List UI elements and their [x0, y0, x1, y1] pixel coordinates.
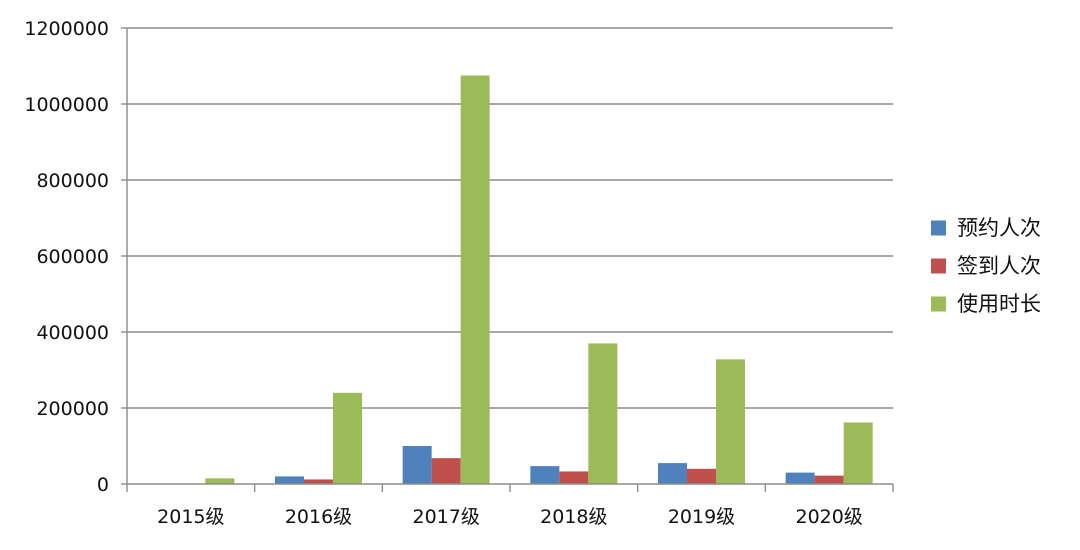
y-tick-label: 0	[97, 474, 109, 496]
y-tick-labels: 0 200000 400000 600000 800000 1000000 1200000	[24, 18, 109, 496]
legend-swatch	[931, 258, 946, 274]
gridlines	[127, 27, 893, 409]
x-tick-label: 2015级	[157, 506, 224, 528]
bar	[460, 75, 490, 484]
x-tick-label: 2019级	[668, 506, 735, 528]
axes	[121, 27, 894, 492]
bar	[716, 359, 745, 484]
x-tick-label: 2017级	[412, 506, 479, 528]
bar	[431, 458, 461, 484]
bar	[402, 446, 432, 484]
bars	[205, 75, 873, 484]
x-tick-label: 2020级	[795, 506, 862, 528]
bar	[843, 422, 873, 484]
x-tick-label: 2016级	[285, 506, 352, 528]
y-tick-label: 1200000	[24, 18, 109, 40]
bar	[559, 471, 589, 484]
bar	[205, 478, 235, 484]
bar	[333, 392, 362, 484]
bar	[275, 476, 304, 484]
bar	[785, 472, 815, 484]
bar	[687, 468, 716, 484]
bar	[658, 463, 687, 484]
legend-swatch	[931, 296, 946, 312]
bar	[304, 479, 333, 484]
x-tick-labels: 2015级 2016级 2017级 2018级 2019级 2020级	[157, 506, 863, 528]
legend-label: 使用时长	[957, 292, 1041, 316]
y-tick-label: 1000000	[24, 94, 109, 116]
legend-label: 签到人次	[957, 254, 1041, 278]
y-tick-label: 800000	[36, 170, 109, 192]
legend-label: 预约人次	[957, 216, 1041, 240]
bar	[588, 343, 618, 484]
bar	[530, 466, 560, 484]
x-tick-label: 2018级	[540, 506, 607, 528]
y-tick-label: 600000	[36, 246, 109, 268]
legend-swatch	[931, 220, 946, 236]
y-tick-label: 400000	[36, 322, 109, 344]
bar	[814, 475, 844, 484]
y-tick-label: 200000	[36, 398, 109, 420]
